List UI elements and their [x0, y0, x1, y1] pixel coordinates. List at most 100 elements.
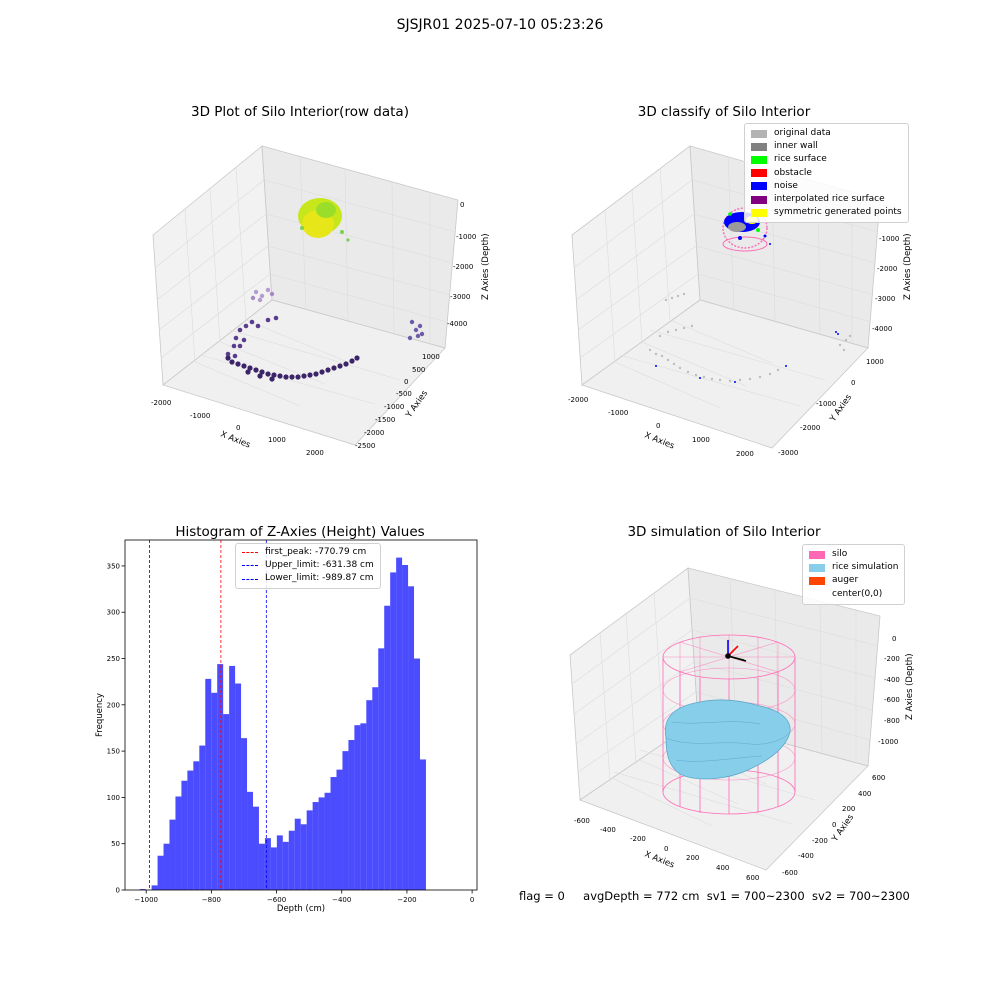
legend-item-auger: auger — [809, 574, 898, 587]
status-line: flag = 0 avgDepth = 772 cm sv1 = 700~230… — [519, 889, 910, 903]
histogram-bar — [270, 847, 277, 890]
sim-z-label: Z Axies (Depth) — [905, 653, 915, 720]
histogram-frame — [124, 539, 478, 891]
raw-3d-plot: 0 -1000 -2000 -3000 -4000 -2000 -1000 0 … — [151, 145, 491, 457]
histogram-bar — [211, 692, 218, 890]
histogram-y-tick-label: 0 — [116, 887, 120, 895]
classify-z-tick: -2000 — [877, 265, 897, 273]
sim-x-tick: -400 — [600, 826, 616, 834]
histogram-bar — [324, 792, 331, 890]
histogram-bar — [252, 806, 259, 890]
histogram-bar — [258, 843, 265, 890]
classify-y-tick: -3000 — [778, 449, 798, 457]
raw-3d-points — [225, 198, 425, 382]
histogram-bar — [348, 740, 355, 890]
raw-3d-panes — [152, 145, 459, 446]
histogram-legend: first_peak: -770.79 cm Upper_limit: -631… — [235, 543, 381, 589]
legend-label: noise — [774, 180, 798, 191]
histogram-bar — [181, 780, 188, 890]
histogram-bar — [342, 751, 349, 890]
sim-3d-ticks: 0 -200 -400 -600 -800 -1000 -600 -400 -2… — [574, 635, 900, 882]
raw-y-tick: -1000 — [384, 403, 404, 411]
legend-item-noise: noise — [751, 180, 902, 193]
raw-y-tick: -500 — [396, 390, 412, 398]
histogram-bar — [378, 648, 385, 890]
classify-y-tick: 1000 — [866, 358, 884, 366]
histogram-y-tick-label: 350 — [107, 562, 120, 570]
raw-z-tick: -3000 — [450, 293, 470, 301]
histogram-bar — [157, 855, 164, 890]
classify-x-tick: 2000 — [736, 450, 754, 458]
classify-z-tick: -4000 — [872, 325, 892, 333]
sim-auger-axes — [725, 640, 747, 662]
classify-x-tick: 1000 — [692, 436, 710, 444]
classify-3d-ticks: -1000 -2000 -3000 -4000 -2000 -1000 0 10… — [568, 235, 899, 458]
legend-swatch — [809, 577, 825, 585]
sim-z-tick: -1000 — [878, 738, 898, 746]
sim-legend: silo rice simulation auger center(0,0) — [802, 544, 906, 605]
legend-label: rice simulation — [832, 562, 899, 573]
histogram-bar — [264, 838, 271, 890]
histogram-title: Histogram of Z-Axies (Height) Values — [175, 524, 425, 540]
legend-label: rice surface — [774, 154, 827, 165]
legend-swatch — [751, 142, 767, 151]
status-avg-depth: avgDepth = 772 cm — [583, 889, 700, 903]
histogram-y-tick-label: 150 — [107, 748, 120, 756]
histogram-bar — [300, 824, 307, 890]
legend-item-inner-wall: inner wall — [751, 140, 902, 153]
sim-x-tick: 400 — [716, 864, 729, 872]
sim-z-tick: 0 — [892, 635, 896, 643]
histogram-y-tick-label: 300 — [107, 609, 120, 617]
legend-swatch — [751, 169, 767, 178]
classify-legend: original data inner wall rice surface ob… — [744, 123, 909, 224]
legend-swatch — [809, 590, 825, 599]
raw-z-tick: -2000 — [453, 263, 473, 271]
raw-z-tick: 0 — [460, 201, 464, 209]
legend-item-lower-limit: Lower_limit: -989.87 cm — [242, 572, 374, 585]
legend-item-center: center(0,0) — [809, 588, 898, 601]
histogram-bar — [139, 889, 146, 890]
histogram-bar — [205, 678, 212, 890]
histogram-bar — [318, 797, 325, 890]
histogram-bar — [276, 835, 283, 890]
histogram-bar — [193, 761, 200, 890]
panel-raw-title: 3D Plot of Silo Interior(row data) — [191, 104, 409, 120]
legend-label: first_peak: -770.79 cm — [265, 547, 367, 557]
sim-z-tick: -600 — [884, 696, 900, 704]
raw-x-tick: 0 — [236, 424, 240, 432]
raw-x-tick: 2000 — [306, 449, 324, 457]
histogram-bar — [235, 683, 242, 890]
raw-y-tick: 500 — [412, 366, 425, 374]
histogram-x-tick-label: −200 — [397, 896, 416, 904]
classify-y-tick: -1000 — [816, 400, 836, 408]
histogram-bar — [360, 723, 367, 890]
legend-line-blue — [242, 565, 258, 567]
legend-line-red — [242, 552, 258, 554]
histogram-bar — [306, 810, 313, 890]
sim-y-tick: -600 — [782, 869, 798, 877]
histogram-bar — [372, 687, 379, 890]
histogram-bar — [402, 565, 409, 890]
histogram-y-tick-label: 50 — [111, 840, 120, 848]
legend-label: silo — [832, 549, 848, 559]
legend-swatch — [751, 195, 767, 204]
status-flag: flag = 0 — [519, 889, 565, 903]
legend-label: symmetric generated points — [774, 207, 902, 218]
sim-y-tick: -400 — [798, 852, 814, 860]
legend-label: Upper_limit: -631.38 cm — [265, 560, 374, 571]
histogram-x-label: Depth (cm) — [277, 904, 325, 914]
raw-3d-ticks: 0 -1000 -2000 -3000 -4000 -2000 -1000 0 … — [151, 201, 476, 457]
legend-item-rice-simulation: rice simulation — [809, 561, 898, 574]
histogram-bar — [229, 665, 236, 890]
legend-label: original data — [774, 128, 831, 138]
legend-item-obstacle: obstacle — [751, 167, 902, 180]
simulation-3d-plot: 0 -200 -400 -600 -800 -1000 -600 -400 -2… — [569, 567, 915, 882]
raw-y-tick: 1000 — [422, 353, 440, 361]
sim-x-tick: -600 — [574, 817, 590, 825]
histogram-bar — [408, 586, 415, 890]
panel-classify-title: 3D classify of Silo Interior — [637, 104, 811, 120]
histogram-y-label: Frequency — [95, 693, 105, 737]
histogram-bar — [330, 777, 337, 890]
sim-x-tick: 200 — [686, 854, 699, 862]
histogram-bar — [294, 818, 301, 890]
